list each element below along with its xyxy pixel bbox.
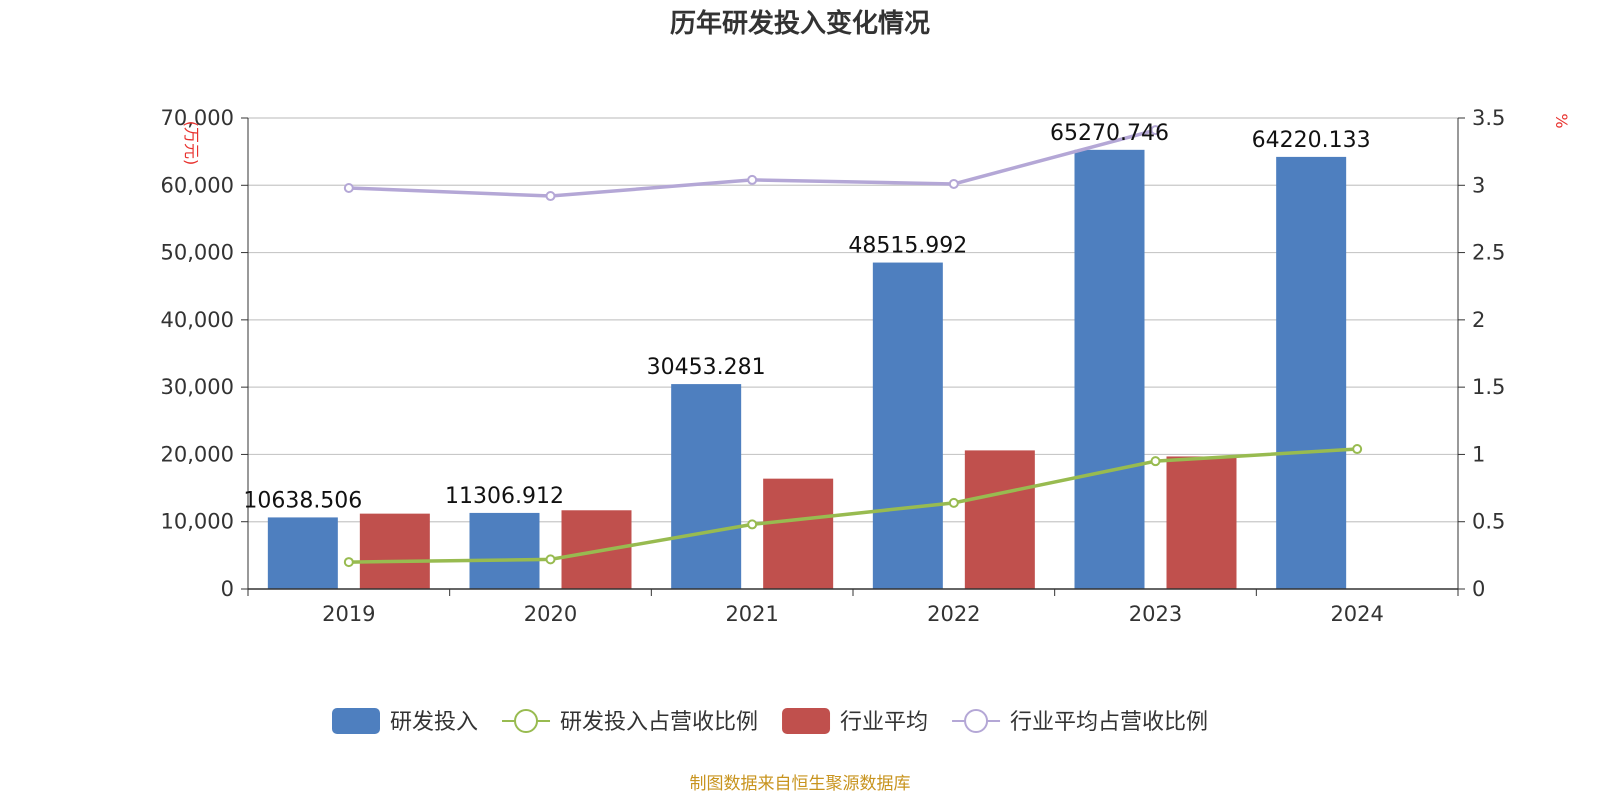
grid-lines: [248, 117, 1458, 523]
right-tick-label: 0.5: [1472, 510, 1505, 534]
legend-label: 研发投入占营收比例: [560, 710, 758, 735]
data-label: 10638.506: [243, 488, 362, 513]
bar-行业平均-2023: [1166, 456, 1237, 589]
data-label: 65270.746: [1050, 121, 1169, 146]
right-tick-label: 0: [1472, 577, 1485, 601]
line-研发投入占营收比例: [348, 447, 1358, 564]
left-tick-label: 60,000: [161, 173, 234, 197]
right-tick-label: 1.5: [1472, 375, 1505, 399]
point-研发投入占营收比例: [747, 519, 758, 530]
bar-研发投入-2019: [267, 517, 338, 589]
bar-研发投入-2020: [469, 512, 540, 589]
left-tick-label: 10,000: [161, 510, 234, 534]
x-tick-label: 2022: [927, 602, 980, 626]
left-axis: 0 10,000 20,000 30,000 40,000 50,000 60,000 70,…: [161, 106, 249, 601]
point-行业平均占营收比例: [545, 191, 556, 202]
right-tick-label: 3.5: [1472, 106, 1505, 130]
bar-研发投入-2023: [1074, 149, 1145, 590]
legend-label: 行业平均: [840, 710, 928, 735]
data-label: 64220.133: [1252, 128, 1371, 153]
right-tick-label: 1: [1472, 442, 1485, 466]
left-tick-label: 20,000: [161, 442, 234, 466]
bar-行业平均-2019: [359, 513, 430, 589]
right-axis: 0 0.5 1 1.5 2 2.5 3 3.5: [1457, 106, 1505, 601]
point-研发投入占营收比例: [343, 557, 354, 568]
right-tick-label: 2.5: [1472, 241, 1505, 265]
point-研发投入占营收比例: [1150, 456, 1161, 467]
legend-label: 行业平均占营收比例: [1010, 710, 1208, 735]
legend-swatch-marker: [514, 709, 539, 733]
left-tick-label: 30,000: [161, 375, 234, 399]
source-note: 制图数据来自恒生聚源数据库: [690, 774, 911, 794]
x-tick-label: 2019: [322, 602, 375, 626]
right-tick-label: 3: [1472, 173, 1485, 197]
legend-swatch-bar: [782, 708, 831, 734]
x-axis: 2019 2020 2021 2022 2023 2024: [247, 588, 1459, 626]
line-行业平均占营收比例: [348, 128, 1156, 198]
right-axis-unit: %: [1552, 113, 1571, 128]
bar-行业平均-2021: [763, 478, 834, 589]
legend-swatch-marker: [964, 709, 989, 733]
bar-研发投入-2022: [872, 262, 943, 589]
lines: [343, 125, 1363, 568]
data-label: 11306.912: [445, 484, 564, 509]
legend-swatch-bar: [332, 708, 380, 734]
left-tick-label: 0: [221, 577, 234, 601]
left-tick-label: 50,000: [161, 241, 234, 265]
bar-行业平均-2022: [964, 450, 1035, 589]
bars: [267, 149, 1347, 590]
point-行业平均占营收比例: [948, 178, 959, 189]
data-labels: 10638.506 11306.912 30453.281 48515.992 6527…: [243, 121, 1370, 514]
x-tick-label: 2020: [524, 602, 577, 626]
legend-label: 研发投入: [390, 710, 478, 735]
point-研发投入占营收比例: [545, 554, 556, 565]
point-行业平均占营收比例: [1150, 125, 1161, 136]
legend: 研发投入 研发投入占营收比例 行业平均 行业平均占营收比例: [332, 708, 1208, 735]
right-tick-label: 2: [1472, 308, 1485, 332]
left-axis-unit: (万元): [182, 121, 201, 166]
bar-研发投入-2024: [1276, 156, 1347, 589]
x-tick-label: 2021: [725, 602, 778, 626]
data-label: 48515.992: [848, 234, 967, 259]
point-研发投入占营收比例: [948, 497, 959, 508]
left-tick-label: 70,000: [161, 106, 234, 130]
data-label: 30453.281: [647, 355, 766, 380]
x-tick-label: 2024: [1330, 602, 1383, 626]
bar-研发投入-2021: [671, 384, 742, 589]
point-研发投入占营收比例: [1352, 444, 1363, 455]
point-行业平均占营收比例: [343, 182, 354, 193]
point-行业平均占营收比例: [747, 174, 758, 185]
x-tick-label: 2023: [1129, 602, 1182, 626]
chart-title: 历年研发投入变化情况: [670, 8, 930, 39]
left-tick-label: 40,000: [161, 308, 234, 332]
